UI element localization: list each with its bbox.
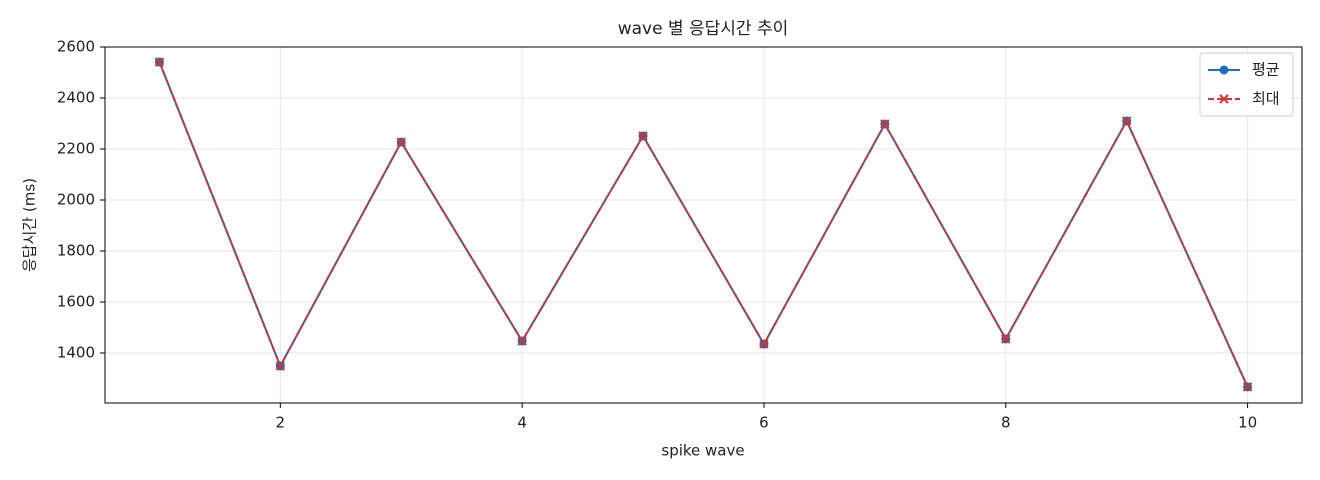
chart-title: wave 별 응답시간 추이: [618, 19, 789, 39]
x-tick-label: 10: [1238, 414, 1257, 432]
series-line: [158, 61, 1249, 388]
legend-label: 최대: [1252, 90, 1280, 108]
series-line: [158, 61, 1249, 388]
x-tick-label: 2: [276, 414, 286, 432]
y-tick-label: 2200: [57, 140, 95, 158]
y-tick-label: 2600: [57, 38, 95, 56]
x-tick-label: 4: [517, 414, 527, 432]
data-point: [396, 137, 406, 147]
legend-label: 평균: [1252, 61, 1280, 79]
y-tick-label: 1600: [57, 293, 95, 311]
y-tick-label: 2400: [57, 89, 95, 107]
x-tick-label: 8: [1001, 414, 1011, 432]
x-tick-label: 6: [759, 414, 769, 432]
x-axis-label: spike wave: [661, 442, 744, 460]
y-tick-label: 2000: [57, 191, 95, 209]
legend-marker: [1219, 65, 1229, 75]
y-axis-label: 응답시간 (ms): [21, 178, 39, 272]
data-point: [517, 336, 527, 346]
data-point: [1121, 116, 1132, 126]
data-point: [275, 361, 286, 371]
data-point: [638, 131, 648, 141]
legend-marker: [1219, 94, 1229, 104]
data-point: [1242, 382, 1253, 392]
plot-frame: [104, 46, 1303, 404]
data-point: [880, 119, 890, 129]
y-tick-label: 1800: [57, 242, 95, 260]
y-tick-label: 1400: [57, 344, 95, 362]
data-point: [154, 57, 165, 67]
data-point: [1001, 334, 1011, 344]
data-point: [759, 339, 769, 349]
